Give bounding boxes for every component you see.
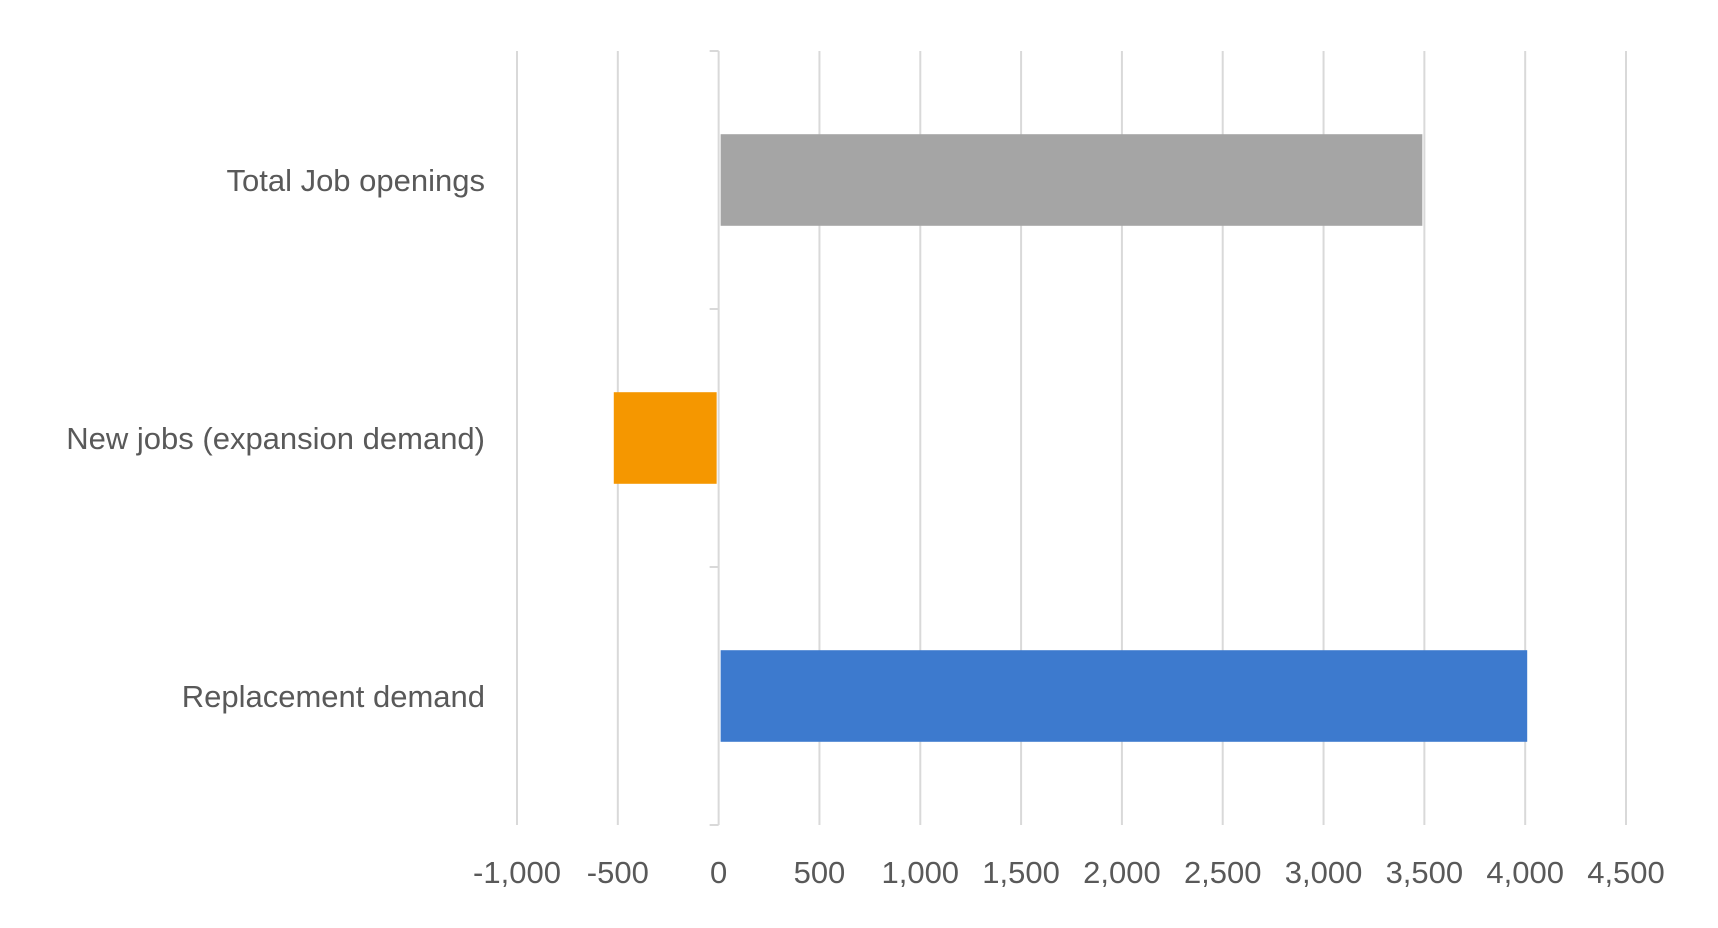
x-tick-label: 0 xyxy=(710,855,727,890)
x-tick-label: -500 xyxy=(587,855,649,890)
x-tick-label: -1,000 xyxy=(473,855,561,890)
x-tick-label: 3,000 xyxy=(1285,855,1363,890)
x-tick-label: 3,500 xyxy=(1386,855,1464,890)
bar-new-jobs-expansion-demand xyxy=(613,392,717,484)
x-tick-label: 1,000 xyxy=(881,855,959,890)
x-tick-label: 4,500 xyxy=(1587,855,1665,890)
x-tick-label: 1,500 xyxy=(982,855,1060,890)
category-label: New jobs (expansion demand) xyxy=(66,421,485,456)
x-tick-label: 2,000 xyxy=(1083,855,1161,890)
bar-total-job-openings xyxy=(720,134,1423,226)
category-label: Replacement demand xyxy=(182,679,485,714)
bar-replacement-demand xyxy=(720,650,1528,742)
category-label: Total Job openings xyxy=(226,163,485,198)
x-tick-label: 2,500 xyxy=(1184,855,1262,890)
x-tick-label: 4,000 xyxy=(1486,855,1564,890)
x-tick-label: 500 xyxy=(794,855,846,890)
